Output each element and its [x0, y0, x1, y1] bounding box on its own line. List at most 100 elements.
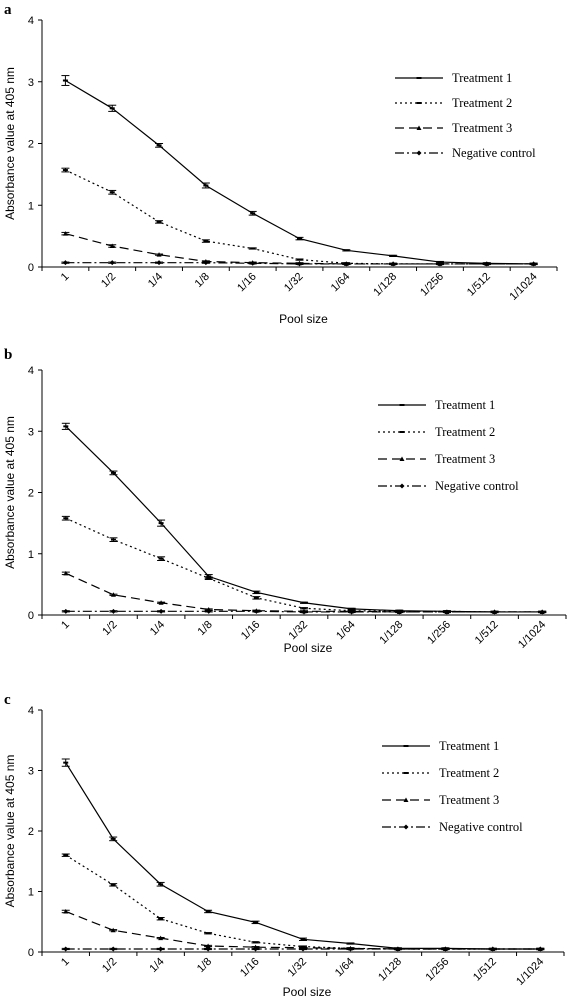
data-point-treatment-2 [250, 247, 256, 250]
chart-panel-b: b 0 1 2 3 4 1 1/2 1/4 1/8 1/16 1/32 1/64 1/128 1/256 1… [0, 345, 568, 675]
data-point-treatment-2 [110, 538, 116, 541]
data-point-negative-control [492, 609, 498, 615]
data-point-treatment-2 [62, 169, 68, 172]
data-point-negative-control [63, 608, 69, 614]
x-tick-label: 1/32 [282, 271, 306, 295]
legend-marker-treatment-2 [403, 772, 409, 774]
data-point-negative-control [205, 946, 211, 952]
data-point-negative-control [297, 261, 302, 267]
series-line-treatment-3 [65, 572, 543, 613]
legend-label-negative-control: Negative control [452, 146, 536, 160]
data-point-treatment-2 [203, 240, 209, 243]
data-point-treatment-2 [297, 258, 302, 261]
y-tick-label: 2 [28, 488, 34, 500]
data-point-treatment-3 [110, 592, 116, 597]
data-point-treatment-1 [158, 522, 164, 525]
x-tick-label: 1/1024 [514, 956, 546, 988]
chart-a-svg: 0 1 2 3 4 1 1/2 1/4 1/8 1/16 1/32 1/64 1/128 1/256 1/5… [3, 15, 558, 326]
legend-marker-negative-control [416, 150, 422, 156]
x-tick-label: 1/2 [100, 619, 119, 638]
series-line-treatment-1 [65, 762, 541, 950]
y-tick-label: 1 [28, 549, 34, 561]
data-point-treatment-2 [109, 191, 115, 194]
data-point-treatment-1 [301, 601, 307, 604]
x-tick-label: 1/8 [195, 956, 214, 975]
x-tick-label: 1/512 [465, 271, 493, 299]
data-point-treatment-2 [301, 607, 307, 610]
x-axis-title: Pool size [284, 641, 333, 655]
panel-letter: a [4, 2, 12, 18]
x-tick-label: 1/128 [371, 271, 399, 299]
x-tick-label: 1/512 [471, 956, 499, 984]
x-tick-label: 1/32 [286, 619, 310, 643]
data-point-negative-control [250, 260, 256, 266]
x-tick-label: 1/64 [329, 271, 353, 295]
data-point-treatment-1 [206, 575, 212, 578]
data-point-treatment-2 [253, 596, 259, 599]
x-tick-label: 1/512 [473, 619, 501, 647]
chart-panel-c: c 0 1 2 3 4 1 1/2 1/4 1/8 1/16 1/32 1/64 1/128 1/256 1… [0, 690, 568, 1005]
data-point-negative-control [253, 946, 259, 952]
data-point-treatment-2 [205, 932, 211, 935]
data-point-negative-control [490, 946, 496, 952]
data-point-negative-control [158, 608, 164, 614]
data-point-treatment-1 [63, 425, 69, 428]
data-point-negative-control [484, 261, 490, 267]
legend-marker-treatment-3 [416, 125, 422, 130]
data-point-treatment-2 [253, 941, 259, 944]
data-point-treatment-1 [110, 837, 116, 840]
data-point-negative-control [531, 261, 537, 267]
data-point-negative-control [206, 608, 212, 614]
legend-label-negative-control: Negative control [439, 820, 523, 834]
legend-label-treatment-1: Treatment 1 [452, 71, 512, 85]
legend-label-treatment-1: Treatment 1 [435, 398, 495, 412]
y-tick-label: 3 [28, 766, 34, 778]
x-tick-label: 1/32 [285, 956, 309, 980]
x-tick-label: 1/128 [377, 619, 405, 647]
y-axis-title: Absorbance value at 405 nm [3, 67, 17, 220]
data-point-treatment-1 [300, 938, 306, 941]
legend-marker-treatment-1 [399, 404, 405, 406]
x-tick-label: 1 [59, 271, 72, 284]
data-point-treatment-2 [156, 220, 162, 223]
data-point-negative-control [437, 261, 443, 267]
x-tick-label: 1 [59, 619, 72, 632]
data-point-negative-control [396, 609, 402, 615]
data-point-negative-control [537, 946, 543, 952]
data-point-treatment-3 [158, 935, 164, 941]
chart-b-svg: 0 1 2 3 4 1 1/2 1/4 1/8 1/16 1/32 1/64 1/128 1/256 1/5… [3, 365, 567, 655]
x-tick-label: 1/2 [99, 271, 118, 290]
y-tick-label: 4 [28, 705, 34, 717]
legend-marker-treatment-1 [416, 77, 422, 79]
legend-label-treatment-2: Treatment 2 [435, 425, 495, 439]
data-point-treatment-2 [63, 854, 69, 857]
legend-marker-treatment-2 [416, 102, 422, 104]
data-point-treatment-1 [205, 910, 211, 913]
legend-marker-treatment-2 [399, 431, 405, 433]
y-tick-label: 2 [28, 139, 34, 151]
x-tick-label: 1/128 [376, 956, 404, 984]
data-point-treatment-1 [250, 212, 256, 215]
legend-label-treatment-2: Treatment 2 [439, 766, 499, 780]
legend-label-treatment-3: Treatment 3 [452, 121, 512, 135]
data-point-treatment-1 [203, 184, 209, 187]
panel-letter: b [4, 347, 13, 363]
data-point-negative-control [343, 261, 349, 267]
x-tick-label: 1/256 [425, 619, 453, 647]
x-tick-label: 1/2 [100, 956, 119, 975]
data-point-treatment-1 [156, 144, 162, 147]
legend-label-treatment-3: Treatment 3 [439, 793, 499, 807]
series-line-treatment-3 [65, 910, 541, 950]
y-tick-label: 2 [28, 826, 34, 838]
data-point-negative-control [444, 609, 450, 615]
x-tick-label: 1/256 [418, 271, 446, 299]
data-point-negative-control [395, 946, 401, 952]
y-tick-label: 4 [28, 15, 34, 27]
x-tick-label: 1/8 [196, 619, 215, 638]
y-tick-label: 1 [28, 887, 34, 899]
y-tick-label: 3 [28, 426, 34, 438]
chart-panel-a: a 0 1 2 3 4 1 1/2 1/4 1/8 1/16 1/32 1/64 1/128 1/256 1… [0, 0, 568, 335]
y-tick-label: 4 [28, 365, 34, 377]
data-point-treatment-2 [206, 577, 212, 580]
data-point-treatment-2 [158, 917, 164, 920]
